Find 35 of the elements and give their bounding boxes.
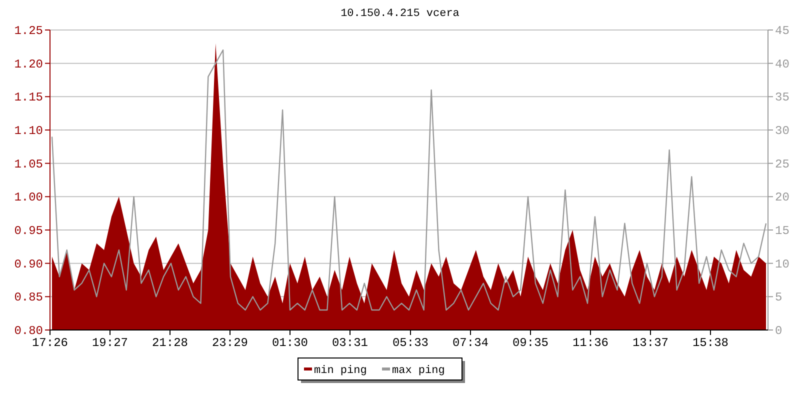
y2-tick-label: 15 — [775, 224, 790, 238]
y2-tick-label: 10 — [775, 257, 790, 272]
y2-tick-label: 0 — [775, 324, 782, 338]
x-tick-label: 05:33 — [392, 336, 428, 350]
y-tick-label: 1.25 — [14, 24, 43, 38]
y-tick-label: 0.80 — [14, 324, 43, 338]
x-tick-label: 03:31 — [332, 336, 368, 350]
legend-label: min ping — [314, 365, 367, 377]
y2-tick-label: 40 — [775, 57, 790, 72]
y-tick-label: 1.20 — [14, 57, 43, 72]
x-tick-label: 23:29 — [212, 336, 248, 350]
y-tick-label: 1.05 — [14, 157, 43, 172]
y-tick-label: 0.85 — [14, 290, 43, 305]
x-tick-label: 13:37 — [632, 336, 668, 350]
y2-tick-label: 35 — [775, 90, 790, 105]
x-tick-label: 15:38 — [692, 336, 728, 350]
x-tick-label: 07:34 — [452, 336, 488, 350]
y-tick-label: 1.15 — [14, 90, 43, 105]
x-tick-label: 11:36 — [572, 336, 608, 350]
x-tick-label: 01:30 — [272, 336, 308, 350]
y-tick-label: 1.10 — [14, 124, 43, 138]
y-tick-label: 0.95 — [14, 224, 43, 238]
y2-tick-label: 20 — [775, 190, 790, 205]
chart-title: 10.150.4.215 vcera — [340, 8, 460, 20]
x-tick-label: 19:27 — [92, 336, 128, 350]
legend-label: max ping — [392, 365, 445, 377]
y2-tick-label: 25 — [775, 157, 790, 172]
x-tick-label: 21:28 — [152, 336, 188, 350]
x-tick-label: 17:26 — [32, 336, 68, 350]
y-tick-label: 0.90 — [14, 257, 43, 272]
y2-tick-label: 45 — [775, 24, 790, 38]
x-tick-label: 09:35 — [512, 336, 548, 350]
y2-tick-label: 30 — [775, 124, 790, 138]
y2-tick-label: 5 — [775, 290, 782, 305]
y-tick-label: 1.00 — [14, 190, 43, 205]
